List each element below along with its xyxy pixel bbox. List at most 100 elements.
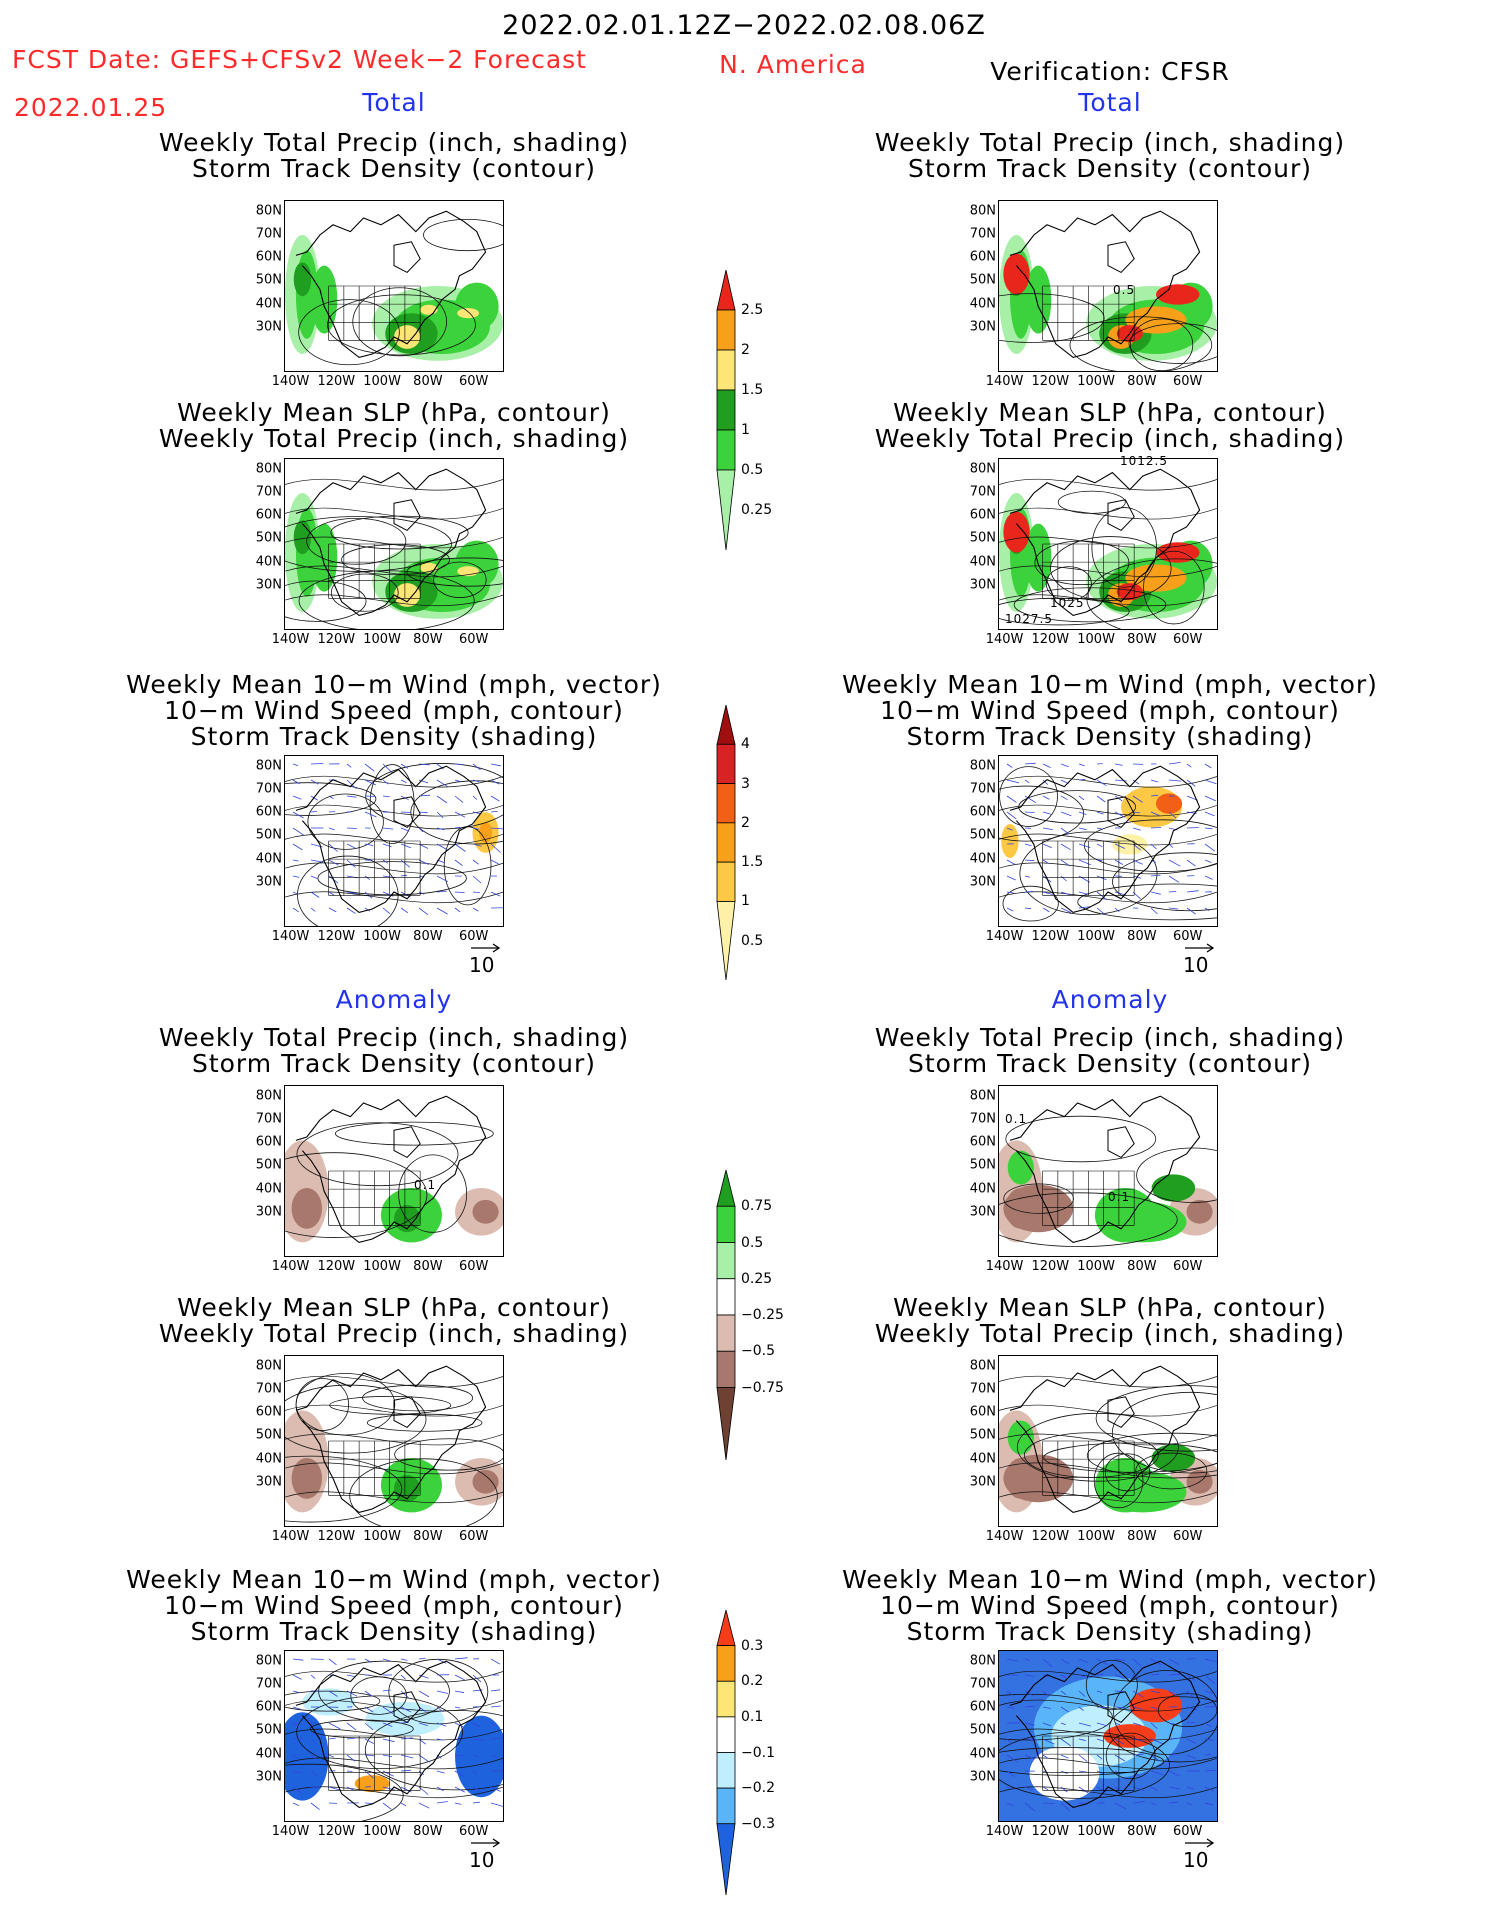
lon-tick-label: 140W: [271, 1824, 310, 1839]
panel-title: Weekly Mean SLP (hPa, contour): [177, 1293, 611, 1322]
lon-tick-label: 80W: [1127, 1824, 1157, 1839]
lon-tick-label: 120W: [1031, 374, 1070, 389]
lat-tick-label: 30N: [255, 1204, 282, 1220]
panel-title: Storm Track Density (contour): [191, 154, 597, 183]
colorbar-anom_storm: 0.3 0.2 0.1 −0.1 −0.2 −0.3: [713, 1609, 775, 1899]
panel-title: Weekly Total Precip (inch, shading): [158, 424, 630, 453]
lon-tick-label: 80W: [1127, 1259, 1157, 1274]
lon-tick-label: 60W: [458, 1259, 489, 1274]
lat-tick-label: 40N: [969, 1181, 996, 1197]
lat-tick-label: 60N: [255, 249, 282, 265]
vector-reference-value: 10: [1183, 953, 1209, 977]
contour-label: 0.1: [1005, 1112, 1028, 1126]
lon-tick-label: 100W: [363, 374, 401, 389]
lat-tick-label: 50N: [255, 1427, 282, 1443]
panel-title: Storm Track Density (contour): [907, 154, 1313, 183]
contour-label: 0.1: [1108, 1190, 1131, 1204]
lat-tick-label: 70N: [969, 1381, 996, 1397]
contour-label: 1027.5: [1005, 612, 1053, 626]
lon-tick-label: 140W: [271, 1259, 310, 1274]
panel-title: Storm Track Density (shading): [190, 722, 598, 751]
lon-tick-label: 120W: [1031, 1824, 1070, 1839]
arrow-icon: [471, 1838, 501, 1848]
lat-tick-label: 30N: [969, 1204, 996, 1220]
lat-tick-label: 50N: [969, 1157, 996, 1173]
lat-tick-label: 80N: [255, 1088, 282, 1104]
lat-tick-label: 30N: [969, 319, 996, 335]
colorbar-anom_precip: 0.75 0.5 0.25 −0.25 −0.5 −0.75: [713, 1169, 784, 1464]
lat-tick-label: 70N: [255, 484, 282, 500]
lon-tick-label: 100W: [363, 929, 401, 944]
lon-tick-label: 80W: [413, 374, 443, 389]
panel-title: Weekly Total Precip (inch, shading): [158, 128, 630, 157]
lon-tick-label: 60W: [458, 929, 489, 944]
lon-tick-label: 60W: [1172, 632, 1203, 647]
lon-tick-label: 100W: [363, 632, 401, 647]
lat-tick-label: 30N: [255, 319, 282, 335]
lat-tick-label: 70N: [969, 226, 996, 242]
lon-tick-label: 120W: [317, 1259, 356, 1274]
lat-tick-label: 70N: [969, 484, 996, 500]
colorbar-level-label: 0.2: [741, 1673, 764, 1690]
lat-tick-label: 80N: [255, 758, 282, 774]
colorbar-level-label: −0.1: [741, 1744, 775, 1761]
lat-tick-label: 70N: [969, 781, 996, 797]
lat-tick-label: 60N: [255, 1699, 282, 1715]
panel-title: Storm Track Density (contour): [907, 1049, 1313, 1078]
lon-tick-label: 140W: [985, 632, 1024, 647]
lat-tick-label: 40N: [255, 851, 282, 867]
colorbar-level-label: 0.25: [741, 1270, 773, 1287]
vector-reference-value: 10: [469, 953, 495, 977]
lat-tick-label: 50N: [255, 530, 282, 546]
lat-tick-label: 50N: [969, 1722, 996, 1738]
panel-title: Weekly Mean SLP (hPa, contour): [177, 398, 611, 427]
map-panel-anom-wind-fcst: [284, 1650, 504, 1822]
lon-tick-label: 80W: [1127, 929, 1157, 944]
lat-tick-label: 80N: [255, 1358, 282, 1374]
lat-tick-label: 40N: [969, 554, 996, 570]
lon-tick-label: 140W: [271, 1529, 310, 1544]
lat-tick-label: 60N: [969, 507, 996, 523]
lon-tick-label: 140W: [271, 929, 310, 944]
panel-title: Storm Track Density (shading): [906, 722, 1314, 751]
section-anomaly-right: Anomaly: [1051, 985, 1169, 1014]
panel-title: Weekly Total Precip (inch, shading): [874, 424, 1346, 453]
vector-reference: 10: [1183, 943, 1217, 977]
vector-reference: 10: [1183, 1838, 1217, 1872]
lat-tick-label: 70N: [255, 226, 282, 242]
contour-label: 1025: [1050, 596, 1085, 610]
panel-title: 10−m Wind Speed (mph, contour): [880, 1591, 1340, 1620]
lon-tick-label: 80W: [413, 1259, 443, 1274]
lon-tick-label: 140W: [985, 1529, 1024, 1544]
lon-tick-label: 100W: [1077, 374, 1115, 389]
lat-tick-label: 30N: [255, 577, 282, 593]
lon-tick-label: 80W: [413, 632, 443, 647]
lon-tick-label: 140W: [985, 374, 1024, 389]
map-panel-total-wind-ver: [998, 755, 1218, 927]
verification-label: Verification: CFSR: [990, 57, 1230, 86]
panel-title: Weekly Mean 10−m Wind (mph, vector): [126, 1565, 662, 1594]
lat-tick-label: 80N: [969, 1358, 996, 1374]
lon-tick-label: 60W: [458, 632, 489, 647]
panel-title: Weekly Mean 10−m Wind (mph, vector): [842, 670, 1378, 699]
lat-tick-label: 70N: [255, 1381, 282, 1397]
lat-tick-label: 70N: [969, 1111, 996, 1127]
panel-title: Weekly Total Precip (inch, shading): [874, 1319, 1346, 1348]
lat-tick-label: 80N: [255, 461, 282, 477]
lon-tick-label: 120W: [317, 632, 356, 647]
lat-tick-label: 70N: [255, 1111, 282, 1127]
contour-label: 0.1: [414, 1178, 437, 1192]
colorbar-level-label: 0.5: [741, 462, 764, 478]
arrow-icon: [1185, 1838, 1215, 1848]
panel-title: Storm Track Density (shading): [190, 1617, 598, 1646]
map-panel-anom-slp-fcst: [284, 1355, 504, 1527]
lat-tick-label: 60N: [255, 804, 282, 820]
contour-label: 1012.5: [1120, 454, 1168, 468]
contour-label: 0.5: [1113, 283, 1136, 297]
lon-tick-label: 60W: [458, 1824, 489, 1839]
colorbar-level-label: 1: [741, 893, 750, 910]
lat-tick-label: 80N: [969, 461, 996, 477]
colorbar-level-label: 0.25: [741, 502, 773, 518]
map-panel-anom-slp-ver: [998, 1355, 1218, 1527]
colorbar-level-label: 1.5: [741, 854, 764, 871]
